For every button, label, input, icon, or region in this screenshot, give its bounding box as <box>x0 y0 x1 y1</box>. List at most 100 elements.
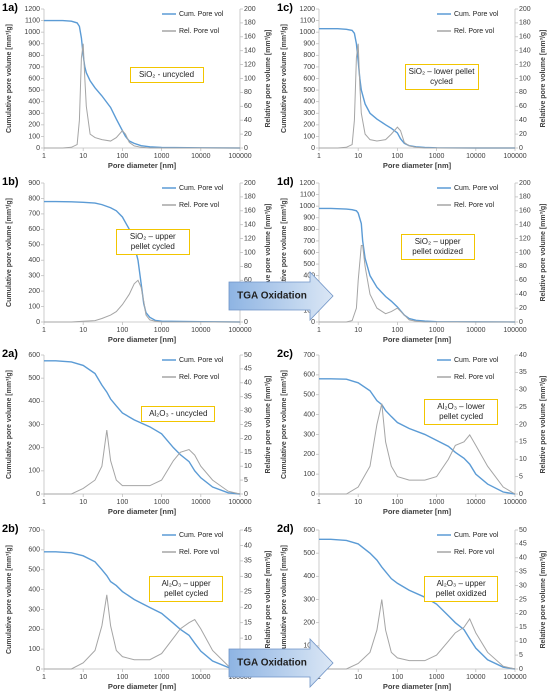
x-tick-label: 10 <box>79 499 87 506</box>
y2-tick-label: 45 <box>519 541 527 548</box>
legend-label: Rel. Pore vol <box>179 374 220 381</box>
annotation: SiO₂ – upper pellet oxidized <box>400 233 475 260</box>
annotation-box: Al₂O₃ – upper pellet cycled <box>149 576 224 603</box>
y-tick-label: 600 <box>303 75 315 82</box>
y-tick-label: 600 <box>303 527 315 534</box>
y2-tick-label: 60 <box>244 103 252 110</box>
panel: 2a)1 10 100 1000 10000 1000000100200300400500… <box>2 348 272 516</box>
y2-axis-label: Relative pore volume [mm³/g] <box>265 203 272 301</box>
y2-tick-label: 120 <box>519 235 531 242</box>
y-tick-label: 600 <box>28 226 40 233</box>
y2-tick-label: 200 <box>244 6 256 13</box>
y-tick-label: 500 <box>303 392 315 399</box>
y2-tick-label: 50 <box>519 527 527 534</box>
y2-tick-label: 40 <box>519 291 527 298</box>
y2-tick-label: 80 <box>519 263 527 270</box>
y-tick-label: 900 <box>28 180 40 187</box>
y-tick-label: 400 <box>303 573 315 580</box>
x-tick-label: 10 <box>79 153 87 160</box>
y2-axis-label: Relative pore volume [mm³/g] <box>265 375 272 473</box>
y-tick-label: 100 <box>303 643 315 650</box>
y2-tick-label: 15 <box>519 624 527 631</box>
annotation: SiO₂ – upper pellet cycled <box>115 229 190 256</box>
y-tick-label: 100 <box>28 133 40 140</box>
y-tick-label: 800 <box>303 226 315 233</box>
y2-tick-label: 30 <box>519 387 527 394</box>
y-tick-label: 100 <box>28 646 40 653</box>
y-tick-label: 1100 <box>300 17 315 24</box>
x-tick-label: 10000 <box>466 499 486 506</box>
x-axis-label: Pore diameter [nm] <box>383 507 452 516</box>
y-axis-label: Cumulative pore volume [mm³/g] <box>281 545 288 654</box>
x-tick-label: 1 <box>317 327 321 334</box>
y-tick-label: 300 <box>28 421 40 428</box>
y2-tick-label: 5 <box>244 477 248 484</box>
y2-tick-label: 10 <box>519 456 527 463</box>
x-tick-label: 10 <box>354 499 362 506</box>
x-tick-label: 1 <box>42 327 46 334</box>
y-tick-label: 100 <box>28 468 40 475</box>
x-tick-label: 100 <box>392 674 404 681</box>
y2-tick-label: 120 <box>244 235 256 242</box>
y-axis-label: Cumulative pore volume [mm³/g] <box>281 370 288 479</box>
y-tick-label: 400 <box>28 99 40 106</box>
annotation: Al₂O₃ – upper pellet cycled <box>149 576 224 603</box>
y-tick-label: 500 <box>303 87 315 94</box>
y2-tick-label: 180 <box>519 20 531 27</box>
x-tick-label: 10 <box>354 327 362 334</box>
x-tick-label: 100 <box>117 327 129 334</box>
annotation: SiO₂ – lower pellet cycled <box>404 63 479 90</box>
y-tick-label: 1000 <box>24 29 40 36</box>
x-tick-label: 100000 <box>503 153 526 160</box>
y-tick-label: 1200 <box>299 6 315 13</box>
y2-axis-label: Relative pore volume [mm³/g] <box>265 550 272 648</box>
y-tick-label: 200 <box>303 451 315 458</box>
y2-tick-label: 180 <box>519 194 531 201</box>
y-tick-label: 900 <box>28 41 40 48</box>
y2-axis-label: Relative pore volume [mm³/g] <box>265 29 272 127</box>
series-line <box>319 538 516 670</box>
y2-tick-label: 30 <box>519 582 527 589</box>
y-tick-label: 700 <box>28 211 40 218</box>
y2-axis-label: Relative pore volume [mm³/g] <box>540 550 547 648</box>
panel-label: 2a) <box>2 348 18 360</box>
y2-tick-label: 100 <box>519 249 531 256</box>
y-tick-label: 200 <box>303 122 315 129</box>
y2-tick-label: 20 <box>519 131 527 138</box>
y-tick-label: 400 <box>303 99 315 106</box>
y2-tick-label: 160 <box>244 34 256 41</box>
y-tick-label: 1000 <box>299 203 315 210</box>
y-tick-label: 500 <box>28 567 40 574</box>
x-tick-label: 100 <box>392 153 404 160</box>
y-tick-label: 100 <box>303 307 315 314</box>
annotation-box: SiO₂ – upper pellet oxidized <box>400 233 475 260</box>
y-axis-label: Cumulative pore volume [mm³/g] <box>6 24 13 133</box>
x-tick-label: 100000 <box>228 153 251 160</box>
legend-label: Cum. Pore vol <box>454 185 499 192</box>
y2-tick-label: 40 <box>519 117 527 124</box>
y2-tick-label: 180 <box>244 20 256 27</box>
y2-tick-label: 80 <box>519 89 527 96</box>
y-tick-label: 700 <box>28 527 40 534</box>
x-tick-label: 10 <box>354 153 362 160</box>
y2-tick-label: 45 <box>244 527 252 534</box>
legend-label: Cum. Pore vol <box>454 532 499 539</box>
x-tick-label: 1000 <box>429 153 445 160</box>
y2-tick-label: 0 <box>519 491 523 498</box>
y2-tick-label: 60 <box>519 277 527 284</box>
y2-tick-label: 40 <box>519 352 527 359</box>
x-axis-label: Pore diameter [nm] <box>383 161 452 170</box>
annotation: Al₂O₃ – upper pellet oxidized <box>424 576 499 603</box>
y-tick-label: 600 <box>303 372 315 379</box>
y2-tick-label: 0 <box>519 319 523 326</box>
y2-tick-label: 0 <box>519 666 523 673</box>
y2-tick-label: 200 <box>244 180 256 187</box>
panel: 2d)1101001000100001000000100200300400500… <box>277 523 547 691</box>
y-tick-label: 300 <box>303 110 315 117</box>
series-line <box>44 551 241 670</box>
series-line <box>319 207 516 323</box>
y-axis-label: Cumulative pore volume [mm³/g] <box>6 198 13 307</box>
x-tick-label: 100 <box>117 153 129 160</box>
annotation-box: SiO₂ – lower pellet cycled <box>404 63 479 90</box>
panel: 2c)1 10 100 1000 10000 1000000100200300400500… <box>277 348 547 516</box>
